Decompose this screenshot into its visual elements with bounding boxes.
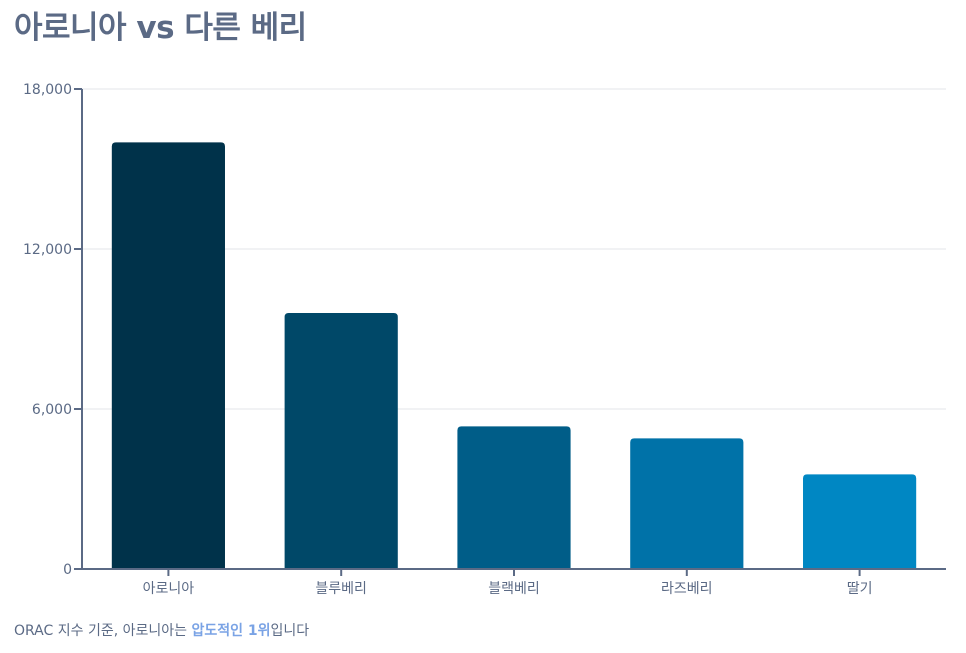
grid-lines	[82, 88, 946, 410]
y-tick-label: 12,000	[23, 242, 72, 258]
chart-title: 아로니아 vs 다른 베리	[14, 10, 307, 46]
y-tick-label: 18,000	[23, 82, 72, 98]
caption-prefix: ORAC 지수 기준, 아로니아는	[14, 623, 192, 639]
caption-highlight: 압도적인 1위	[191, 623, 271, 639]
x-tick-label: 아로니아	[143, 581, 195, 597]
x-axis-ticks: 아로니아 블루베리 블랙베리 라즈베리 딸기	[143, 569, 873, 597]
bar-chart: 0 6,000 12,000 18,000 아로니아 블루베리 블랙베리 라즈베리 딸기	[23, 82, 946, 597]
bar-1	[111, 142, 225, 570]
bar-3	[457, 426, 571, 569]
x-tick-label: 블랙베리	[488, 581, 540, 597]
bar-2	[284, 313, 398, 569]
bar-4	[630, 438, 744, 569]
x-tick-label: 딸기	[847, 581, 873, 597]
caption-suffix: 입니다	[270, 623, 310, 639]
y-axis-ticks: 0 6,000 12,000 18,000	[23, 82, 82, 578]
caption: ORAC 지수 기준, 아로니아는 압도적인 1위입니다	[14, 620, 309, 640]
y-tick-label: 6,000	[32, 402, 72, 418]
x-tick-label: 라즈베리	[661, 581, 713, 597]
x-tick-label: 블루베리	[315, 581, 367, 597]
y-tick-label: 0	[63, 562, 72, 578]
bar-5	[803, 474, 917, 569]
bars	[111, 142, 917, 570]
